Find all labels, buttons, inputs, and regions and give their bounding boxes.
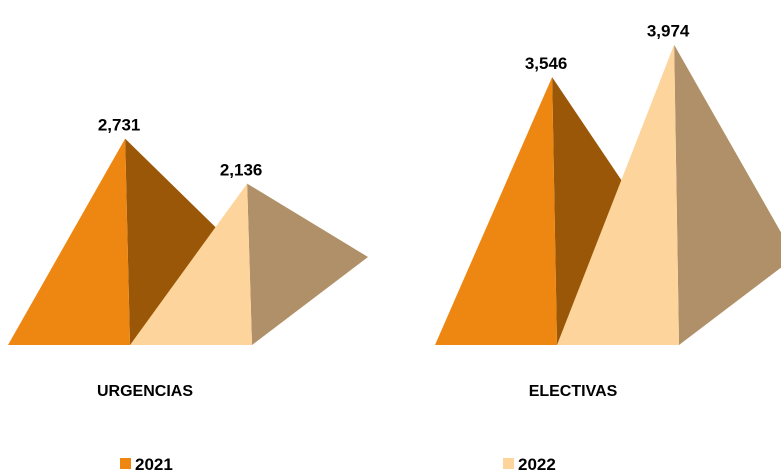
legend-label-2021: 2021	[135, 455, 173, 474]
pyramid-front-2021-electivas	[435, 77, 557, 345]
chart-marks: 2,731 2,136 3,546 3,974	[8, 22, 781, 346]
pyramid-side-2022-electivas	[674, 44, 781, 345]
legend: 2021 2022	[120, 455, 556, 474]
pyramid-front-2021-urgencias	[8, 138, 130, 345]
pyramid-front-2022-electivas	[557, 44, 679, 346]
legend-label-2022: 2022	[518, 455, 556, 474]
pyramid-front-2022-urgencias	[130, 183, 252, 345]
category-label-electivas: ELECTIVAS	[529, 383, 618, 400]
value-label-2022-urgencias: 2,136	[220, 161, 263, 180]
legend-swatch-2021	[120, 458, 131, 469]
pyramid-side-2022-urgencias	[247, 183, 368, 345]
legend-swatch-2022	[503, 458, 514, 469]
pyramid-side-2021-urgencias	[125, 138, 246, 345]
category-label-urgencias: URGENCIAS	[97, 383, 193, 400]
value-label-2021-urgencias: 2,731	[98, 116, 141, 135]
value-label-2021-electivas: 3,546	[525, 54, 568, 73]
value-label-2022-electivas: 3,974	[647, 22, 690, 41]
